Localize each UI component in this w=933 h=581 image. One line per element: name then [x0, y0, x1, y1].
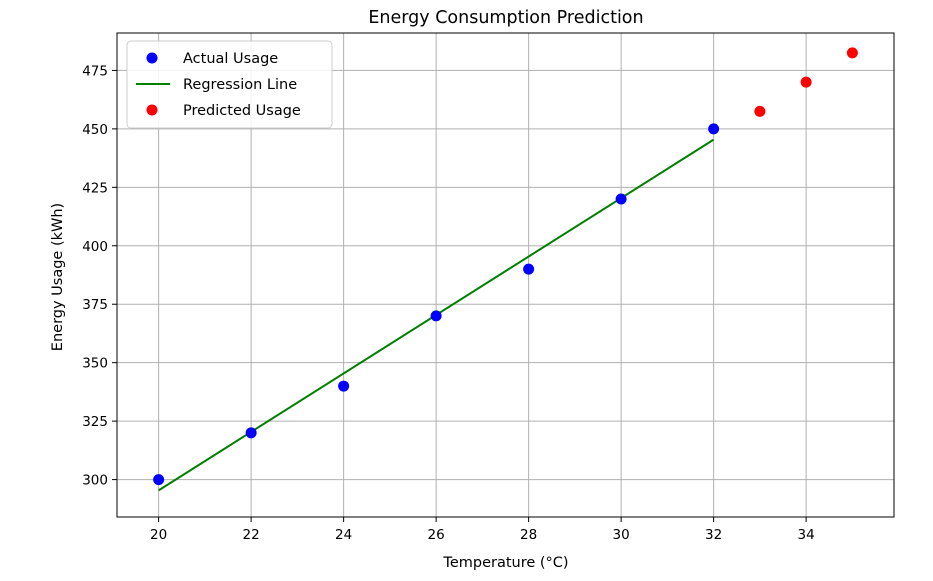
x-axis-label: Temperature (°C)	[442, 555, 568, 571]
legend-label: Actual Usage	[183, 51, 278, 67]
actual-usage-point	[615, 193, 627, 205]
y-axis-ticks: 300 325 350 375 400 425 450 475	[82, 63, 117, 489]
y-tick-label: 475	[82, 63, 108, 79]
x-tick-label: 32	[705, 527, 722, 543]
y-tick-label: 350	[82, 356, 108, 372]
x-tick-label: 26	[428, 527, 445, 543]
actual-usage-point	[245, 427, 257, 439]
predicted-usage-point	[800, 76, 812, 88]
actual-usage-point	[153, 474, 165, 486]
legend: Actual Usage Regression Line Predicted Usa…	[126, 40, 333, 129]
predicted-usage-point	[754, 105, 766, 117]
y-tick-label: 325	[82, 414, 108, 430]
legend-label: Predicted Usage	[183, 103, 301, 119]
actual-usage-point	[523, 263, 535, 275]
x-tick-label: 34	[798, 527, 815, 543]
predicted-usage-point	[846, 47, 858, 59]
x-tick-label: 20	[150, 527, 167, 543]
x-axis-ticks: 20 22 24 26 28 30 32 34	[150, 517, 815, 543]
legend-label: Regression Line	[183, 77, 297, 93]
series-layer	[153, 47, 858, 492]
legend-marker	[146, 52, 158, 64]
legend-box	[126, 40, 333, 129]
x-tick-label: 28	[520, 527, 537, 543]
plot-border	[116, 32, 895, 518]
actual-usage-point	[708, 123, 720, 135]
chart-title: Energy Consumption Prediction	[368, 8, 643, 28]
y-tick-label: 400	[82, 239, 108, 255]
legend-marker	[146, 104, 158, 116]
y-tick-label: 300	[82, 473, 108, 489]
y-tick-label: 450	[82, 122, 108, 138]
x-tick-label: 22	[243, 527, 260, 543]
y-tick-label: 425	[82, 180, 108, 196]
x-tick-label: 24	[335, 527, 352, 543]
actual-usage-point	[430, 310, 442, 322]
actual-usage-point	[338, 380, 350, 392]
x-tick-label: 30	[613, 527, 630, 543]
y-axis-label: Energy Usage (kWh)	[50, 203, 66, 351]
grid-lines	[117, 33, 894, 517]
y-tick-label: 375	[82, 297, 108, 313]
